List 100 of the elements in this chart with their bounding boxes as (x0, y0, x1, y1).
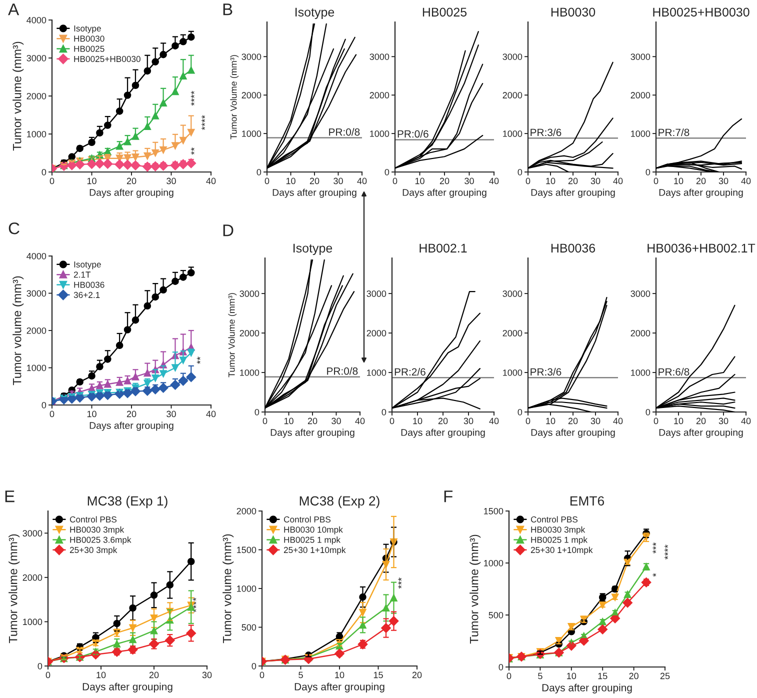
x-tick-label: 20 (149, 672, 159, 678)
y-tick-label: 500 (488, 612, 504, 618)
x-axis-title: Days after grouping (401, 428, 485, 438)
y-axis-title: Tumor Volume (mm³) (230, 55, 239, 140)
x-tick-label: 0 (654, 418, 658, 424)
x-tick-label: 0 (654, 178, 658, 184)
y-tick-label: 2000 (366, 330, 386, 336)
annotation: PR:0/8 (327, 367, 358, 375)
x-tick-label: 10 (335, 672, 344, 678)
y-tick-label: 1000 (503, 369, 522, 376)
x-tick-label: 20 (438, 418, 448, 424)
text: D (223, 224, 234, 236)
y-tick-label: 0 (38, 662, 42, 670)
x-tick-label: 0 (264, 178, 270, 184)
y-tick-label: 4000 (26, 252, 46, 260)
x-tick-label: 40 (613, 178, 623, 184)
x-tick-label: 30 (202, 672, 212, 678)
x-tick-label: 20 (696, 178, 706, 184)
x-axis-title: Days after grouping (531, 188, 615, 198)
x-tick-label: 10 (96, 672, 106, 678)
x-axis-title: Days after grouping (294, 682, 384, 692)
y-tick-label: 1000 (631, 130, 650, 137)
x-tick-label: 30 (166, 178, 176, 184)
x-tick-label: 10 (674, 418, 684, 424)
x-tick-label: 40 (206, 178, 216, 184)
legend-label: HB0030 3mpk (70, 526, 124, 534)
chart-title: HB002.1 (420, 244, 467, 253)
legend-label: HB0025 (74, 46, 104, 52)
text: C (8, 222, 20, 234)
x-tick-label: 40 (613, 418, 623, 424)
x-axis-title: Days after grouping (272, 188, 356, 198)
legend-label: HB0025 1 mpk (531, 536, 588, 545)
y-tick-label: 3000 (502, 290, 522, 297)
legend-label: Isotype (74, 25, 101, 34)
x-tick-label: 15 (374, 672, 383, 678)
x-tick-label: 0 (526, 178, 530, 184)
legend-label: 2.1T (74, 272, 91, 278)
y-axis-title: Tumor volume (mm³) (8, 534, 20, 644)
chart-title: EMT6 (570, 496, 604, 506)
y-tick-label: 3000 (22, 530, 42, 537)
y-tick-label: 4000 (26, 16, 46, 24)
x-tick-label: 20 (568, 178, 578, 184)
chart-title: MC38 (Exp 1) (88, 496, 168, 508)
x-tick-label: 40 (355, 418, 365, 424)
x-tick-label: 25 (660, 672, 670, 680)
y-tick-label: 2000 (502, 92, 522, 98)
y-tick-label: 3000 (26, 54, 46, 62)
legend-label: HB0030 (74, 36, 104, 42)
y-tick-label: 0 (384, 168, 390, 176)
annotation: PR:0/6 (398, 130, 428, 138)
x-tick-label: 20 (308, 418, 318, 424)
x-tick-label: 30 (590, 178, 600, 184)
annotation: PR:7/8 (658, 128, 690, 136)
legend-label: 25+30 3mpk (70, 546, 118, 555)
y-tick-label: 1000 (484, 560, 504, 566)
x-axis-title: Days after grouping (82, 682, 172, 692)
x-tick-label: 10 (415, 178, 424, 184)
legend-label: Isotype (74, 261, 101, 270)
chart-title: HB0036+HB002.1T (648, 244, 756, 253)
y-tick-label: 2000 (236, 508, 256, 514)
y-tick-label: 1000 (242, 130, 262, 137)
x-axis-title: Days after grouping (659, 188, 743, 198)
y-tick-label: 3000 (26, 290, 46, 297)
y-tick-label: 3000 (242, 54, 262, 60)
y-tick-label: 0 (256, 168, 262, 176)
annotation: ** (190, 147, 194, 155)
x-tick-label: 20 (126, 410, 136, 418)
x-tick-label: 30 (166, 410, 176, 418)
y-tick-label: 2000 (630, 330, 650, 336)
y-tick-label: 1000 (367, 369, 386, 376)
legend-label: HB0030 3mpk (531, 526, 586, 534)
chart-title: HB0030 (551, 8, 596, 17)
y-tick-label: 500 (242, 624, 256, 631)
legend-label: HB0025 1 mpk (284, 536, 340, 545)
x-axis-title: Days after grouping (659, 428, 743, 438)
text: F (444, 490, 453, 502)
x-tick-label: 30 (464, 418, 474, 424)
y-tick-label: 2000 (22, 574, 42, 581)
x-tick-label: 40 (489, 418, 499, 424)
x-tick-label: 20 (310, 178, 320, 184)
y-tick-label: 3000 (366, 290, 386, 297)
chart-title: MC38 (Exp 2) (300, 496, 380, 508)
x-tick-label: 20 (440, 178, 450, 184)
y-tick-label: 1000 (503, 130, 522, 137)
x-tick-label: 40 (357, 178, 367, 184)
y-tick-label: 1000 (370, 130, 390, 137)
y-tick-label: 0 (518, 168, 522, 176)
x-tick-label: 10 (413, 418, 422, 424)
chart-title: Isotype (294, 244, 332, 256)
x-tick-label: 20 (412, 672, 422, 678)
y-tick-label: 2000 (242, 92, 262, 98)
x-tick-label: 30 (332, 418, 341, 424)
y-tick-label: 2000 (370, 92, 390, 98)
chart-title: HB0036 (551, 244, 596, 253)
x-tick-label: 10 (546, 178, 556, 184)
x-axis-title: Days after grouping (90, 188, 174, 198)
x-tick-label: 0 (392, 178, 398, 184)
annotation: PR:6/8 (658, 368, 690, 376)
y-tick-label: 3000 (502, 54, 522, 60)
x-tick-label: 20 (126, 178, 136, 184)
